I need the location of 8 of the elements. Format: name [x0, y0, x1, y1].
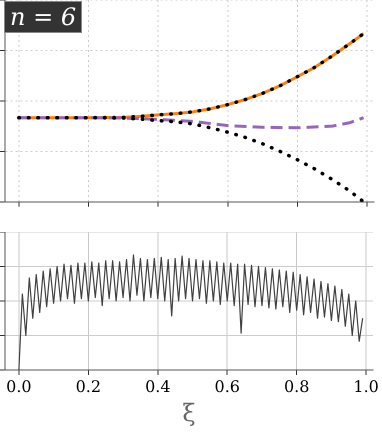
x-tick-label: 0.8	[284, 376, 310, 396]
x-tick-label: 0.4	[145, 376, 171, 396]
x-tick-label: 1.0	[353, 376, 379, 396]
x-tick-label: 0.0	[6, 376, 32, 396]
text: n = 6	[4, 1, 82, 33]
x-axis-title: ξ	[182, 398, 196, 427]
x-tick-label: 0.6	[214, 376, 240, 396]
x-tick-label: 0.2	[76, 376, 102, 396]
